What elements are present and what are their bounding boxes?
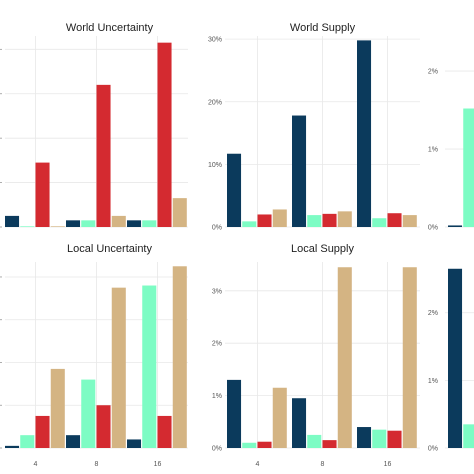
bar-8-series-3	[322, 440, 337, 448]
bar-16-series-1	[357, 40, 372, 227]
chart-panel-2: World Supply 0% 10% 20% 30%	[208, 22, 420, 232]
bar-8-series-4	[111, 287, 126, 448]
bar-8-series-3	[96, 84, 111, 227]
x-tick-label: 4	[256, 461, 260, 468]
y-tick-label: 20%	[208, 99, 222, 106]
bar-8-series-3	[322, 213, 337, 227]
y-tick-label: 0%	[212, 225, 222, 232]
bar-4-series-2	[242, 442, 257, 448]
y-tick-label: 0%	[428, 446, 438, 453]
y-tick-label: 30%	[208, 37, 222, 44]
bar-4-series-2	[242, 221, 257, 227]
bar-16-series-2	[372, 218, 387, 227]
bar-8-series-1	[66, 435, 81, 448]
panel-title: World Supply	[290, 22, 356, 34]
panel-title: Local Supply	[291, 243, 354, 255]
bar-8-series-2	[81, 220, 96, 227]
chart-panel-3: 0% 1% 2%	[428, 69, 474, 232]
bar-4-series-2	[463, 424, 474, 448]
panel-title: Local Uncertainty	[67, 243, 152, 255]
y-tick-label: 0%	[212, 446, 222, 453]
bar-16-series-3	[387, 213, 402, 227]
bar-8-series-3	[96, 405, 111, 448]
bar-16-series-4	[172, 266, 187, 448]
bar-4-series-1	[227, 153, 242, 227]
bar-8-series-1	[292, 115, 307, 227]
bar-16-series-4	[402, 267, 417, 448]
bar-4-series-4	[50, 226, 65, 227]
chart-panel-1: World Uncertainty	[0, 22, 188, 228]
chart-panel-6: 0% 1% 2%	[428, 268, 474, 453]
y-tick-label: 1%	[428, 147, 438, 154]
x-tick-label: 16	[154, 461, 162, 468]
bar-4-series-4	[272, 387, 287, 448]
bar-16-series-1	[357, 427, 372, 448]
bar-4-series-3	[35, 162, 50, 227]
bar-16-series-1	[127, 220, 142, 227]
bar-8-series-2	[307, 215, 322, 227]
y-tick-label: 2%	[428, 310, 438, 317]
bar-4-series-2	[20, 435, 35, 448]
bar-4-series-1	[5, 215, 20, 227]
y-tick-label: 1%	[428, 378, 438, 385]
bar-8-series-4	[111, 215, 126, 227]
bar-4-series-1	[5, 445, 20, 448]
bar-4-series-3	[35, 415, 50, 448]
bar-16-series-3	[387, 430, 402, 448]
bar-8-series-2	[81, 379, 96, 448]
y-tick-label: 10%	[208, 162, 222, 169]
bar-4-series-3	[257, 441, 272, 448]
y-tick-label: 3%	[212, 288, 222, 295]
y-tick-label: 1%	[212, 393, 222, 400]
bar-8-series-2	[307, 434, 322, 448]
bar-16-series-1	[127, 439, 142, 448]
bar-8-series-4	[337, 211, 352, 227]
bar-4-series-4	[272, 209, 287, 227]
bar-8-series-4	[337, 267, 352, 448]
x-tick-label: 8	[95, 461, 99, 468]
y-tick-label: 2%	[212, 341, 222, 348]
x-tick-label: 4	[34, 461, 38, 468]
bar-8-series-1	[292, 398, 307, 448]
x-tick-label: 8	[321, 461, 325, 468]
bar-4-series-4	[50, 368, 65, 448]
bar-16-series-4	[402, 215, 417, 227]
bar-16-series-4	[172, 198, 187, 227]
bar-4-series-1	[448, 225, 463, 227]
bar-4-series-2	[20, 226, 35, 227]
panel-title: World Uncertainty	[66, 22, 154, 34]
bar-16-series-3	[157, 415, 172, 448]
y-tick-label: 0%	[428, 225, 438, 232]
bar-16-series-2	[142, 220, 157, 227]
y-tick-label: 2%	[428, 69, 438, 76]
chart-panel-4: Local Uncertainty 4 8 16	[0, 243, 188, 468]
bar-4-series-1	[227, 379, 242, 448]
bar-8-series-1	[66, 220, 81, 227]
chart-panel-5: Local Supply 0% 1% 2% 3% 4 8 16	[212, 243, 420, 468]
bar-4-series-3	[257, 214, 272, 227]
x-tick-label: 16	[384, 461, 392, 468]
bar-4-series-1	[448, 268, 463, 448]
bar-16-series-2	[142, 285, 157, 448]
bar-16-series-2	[372, 429, 387, 448]
bar-16-series-3	[157, 42, 172, 227]
bar-4-series-2	[463, 108, 474, 227]
